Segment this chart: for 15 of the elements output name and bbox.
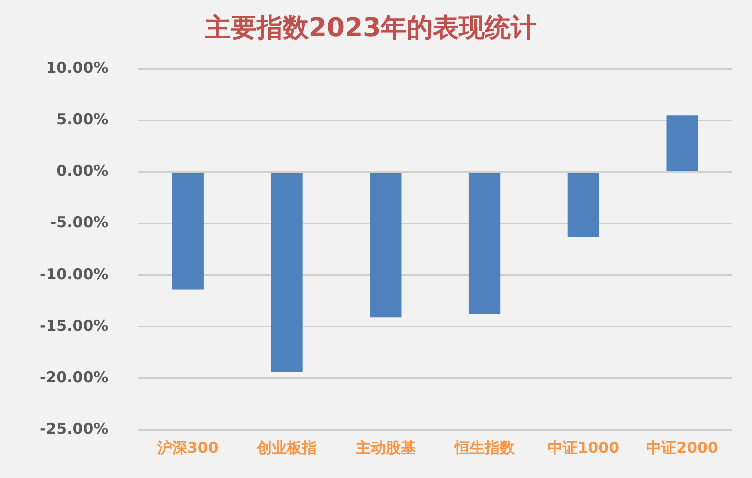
x-tick-label: 创业板指	[256, 438, 318, 457]
x-tick-label: 中证2000	[646, 438, 718, 457]
x-tick-label: 恒生指数	[454, 438, 516, 457]
y-tick-label: -20.00%	[40, 368, 109, 386]
y-tick-label: 5.00%	[56, 110, 109, 129]
x-tick-label: 中证1000	[548, 438, 620, 457]
x-tick-label: 主动股基	[354, 438, 416, 457]
chart-title: 主要指数2023年的表现统计	[204, 13, 538, 44]
y-tick-label: -25.00%	[40, 420, 109, 438]
y-tick-label: -5.00%	[50, 214, 109, 232]
y-tick-label: 0.00%	[56, 162, 109, 180]
y-tick-label: -10.00%	[40, 265, 109, 284]
y-tick-label: -15.00%	[40, 316, 109, 335]
y-tick-label: 10.00%	[46, 59, 109, 78]
x-tick-label: 沪深300	[156, 438, 219, 457]
